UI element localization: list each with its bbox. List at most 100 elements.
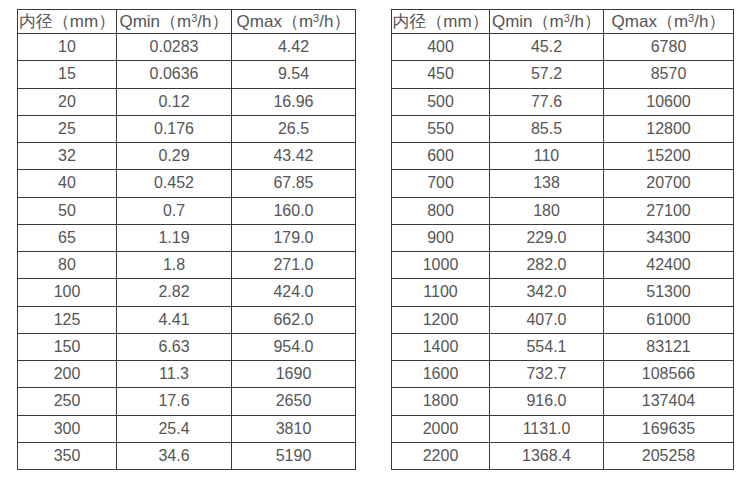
table-row: 80018027100 xyxy=(392,197,734,224)
table-cell: 3810 xyxy=(232,415,356,442)
table-cell: 554.1 xyxy=(490,333,604,360)
table-cell: 954.0 xyxy=(232,333,356,360)
table-row: 250.17626.5 xyxy=(18,115,356,142)
table-cell: 0.29 xyxy=(117,143,232,170)
table-cell: 600 xyxy=(392,143,490,170)
table-cell: 229.0 xyxy=(490,224,604,251)
table-cell: 16.96 xyxy=(232,88,356,115)
table-cell: 282.0 xyxy=(490,252,604,279)
table-row: 35034.65190 xyxy=(18,442,356,469)
table-row: 1254.41662.0 xyxy=(18,306,356,333)
table-cell: 1800 xyxy=(392,388,490,415)
table-cell: 169635 xyxy=(604,415,734,442)
table-cell: 180 xyxy=(490,197,604,224)
table-row: 60011015200 xyxy=(392,143,734,170)
table-cell: 25 xyxy=(18,115,117,142)
table-cell: 350 xyxy=(18,442,117,469)
table-cell: 4.41 xyxy=(117,306,232,333)
table-cell: 1.8 xyxy=(117,252,232,279)
table-cell: 25.4 xyxy=(117,415,232,442)
table-cell: 15200 xyxy=(604,143,734,170)
table-cell: 20700 xyxy=(604,170,734,197)
table-cell: 9.54 xyxy=(232,61,356,88)
table-row: 22001368.4205258 xyxy=(392,442,734,469)
table-row: 70013820700 xyxy=(392,170,734,197)
table-cell: 1000 xyxy=(392,252,490,279)
table-cell: 407.0 xyxy=(490,306,604,333)
table-cell: 500 xyxy=(392,88,490,115)
table-row: 1000282.042400 xyxy=(392,252,734,279)
table-row: 1100342.051300 xyxy=(392,279,734,306)
table-cell: 250 xyxy=(18,388,117,415)
table-cell: 42400 xyxy=(604,252,734,279)
table-cell: 424.0 xyxy=(232,279,356,306)
table-cell: 0.0636 xyxy=(117,61,232,88)
header-row: 内径（mm）Qmin（m3/h）Qmax（m3/h） xyxy=(18,10,356,34)
table-row: 1400554.183121 xyxy=(392,333,734,360)
table-cell: 32 xyxy=(18,143,117,170)
table-cell: 108566 xyxy=(604,361,734,388)
table-cell: 6780 xyxy=(604,34,734,61)
table-cell: 65 xyxy=(18,224,117,251)
table-cell: 8570 xyxy=(604,61,734,88)
table-cell: 6.63 xyxy=(117,333,232,360)
table-cell: 83121 xyxy=(604,333,734,360)
table-cell: 27100 xyxy=(604,197,734,224)
table-row: 1600732.7108566 xyxy=(392,361,734,388)
table-row: 500.7160.0 xyxy=(18,197,356,224)
table-row: 801.8271.0 xyxy=(18,252,356,279)
table-cell: 200 xyxy=(18,361,117,388)
table-cell: 1400 xyxy=(392,333,490,360)
table-cell: 0.7 xyxy=(117,197,232,224)
table-row: 45057.28570 xyxy=(392,61,734,88)
table-row: 1002.82424.0 xyxy=(18,279,356,306)
table-cell: 700 xyxy=(392,170,490,197)
table-cell: 45.2 xyxy=(490,34,604,61)
header-cell: 内径（mm） xyxy=(392,10,490,34)
table-cell: 15 xyxy=(18,61,117,88)
table-cell: 160.0 xyxy=(232,197,356,224)
table-cell: 26.5 xyxy=(232,115,356,142)
table-cell: 61000 xyxy=(604,306,734,333)
table-cell: 34.6 xyxy=(117,442,232,469)
table-cell: 2000 xyxy=(392,415,490,442)
table-cell: 5190 xyxy=(232,442,356,469)
table-cell: 150 xyxy=(18,333,117,360)
table-cell: 0.176 xyxy=(117,115,232,142)
table-cell: 916.0 xyxy=(490,388,604,415)
table-row: 25017.62650 xyxy=(18,388,356,415)
table-cell: 0.452 xyxy=(117,170,232,197)
table-row: 20001131.0169635 xyxy=(392,415,734,442)
table-cell: 800 xyxy=(392,197,490,224)
table-row: 320.2943.42 xyxy=(18,143,356,170)
table-cell: 205258 xyxy=(604,442,734,469)
table-cell: 43.42 xyxy=(232,143,356,170)
table-cell: 50 xyxy=(18,197,117,224)
table-cell: 85.5 xyxy=(490,115,604,142)
table-cell: 77.6 xyxy=(490,88,604,115)
header-cell: Qmin（m3/h） xyxy=(490,10,604,34)
table-cell: 2.82 xyxy=(117,279,232,306)
table-row: 200.1216.96 xyxy=(18,88,356,115)
table-cell: 138 xyxy=(490,170,604,197)
table-row: 900229.034300 xyxy=(392,224,734,251)
table-cell: 12800 xyxy=(604,115,734,142)
header-cell: 内径（mm） xyxy=(18,10,117,34)
table-cell: 1100 xyxy=(392,279,490,306)
table-cell: 179.0 xyxy=(232,224,356,251)
table-cell: 20 xyxy=(18,88,117,115)
table-row: 1800916.0137404 xyxy=(392,388,734,415)
table-row: 55085.512800 xyxy=(392,115,734,142)
table-cell: 450 xyxy=(392,61,490,88)
table-cell: 110 xyxy=(490,143,604,170)
table-cell: 10600 xyxy=(604,88,734,115)
table-cell: 1690 xyxy=(232,361,356,388)
header-cell: Qmax（m3/h） xyxy=(232,10,356,34)
table-row: 20011.31690 xyxy=(18,361,356,388)
table-cell: 125 xyxy=(18,306,117,333)
table-cell: 100 xyxy=(18,279,117,306)
table-cell: 550 xyxy=(392,115,490,142)
table-left: 内径（mm）Qmin（m3/h）Qmax（m3/h）100.02834.4215… xyxy=(17,9,356,470)
flow-table-right: 内径（mm）Qmin（m3/h）Qmax（m3/h）40045.26780450… xyxy=(391,9,734,470)
header-cell: Qmax（m3/h） xyxy=(604,10,734,34)
